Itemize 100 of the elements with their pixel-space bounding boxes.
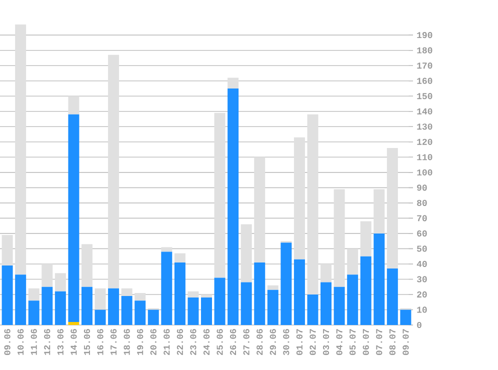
bar bbox=[386, 148, 398, 269]
y-tick-label: 110 bbox=[417, 154, 432, 160]
x-tick-label: 02.07 bbox=[310, 329, 316, 356]
x-tick-label: 20.06 bbox=[150, 329, 156, 356]
bar bbox=[386, 268, 398, 325]
bar bbox=[2, 265, 13, 325]
bar bbox=[360, 221, 372, 256]
x-tick-label: 26.06 bbox=[230, 329, 236, 356]
bar bbox=[28, 300, 40, 325]
x-tick-label: 07.07 bbox=[376, 329, 382, 356]
bar bbox=[54, 273, 66, 292]
bar bbox=[374, 189, 385, 234]
bar bbox=[320, 282, 332, 325]
x-tick-label: 18.06 bbox=[124, 329, 130, 355]
bar bbox=[360, 256, 372, 325]
x-tick-label: 16.06 bbox=[97, 329, 104, 355]
bar bbox=[15, 274, 26, 325]
x-tick-label: 13.06 bbox=[57, 329, 64, 355]
bar bbox=[228, 78, 239, 88]
bar bbox=[334, 286, 345, 325]
bar bbox=[174, 262, 186, 325]
bar bbox=[347, 274, 358, 325]
y-tick-label: 120 bbox=[417, 138, 432, 145]
y-tick-label: 170 bbox=[417, 62, 432, 69]
bar bbox=[161, 247, 172, 252]
x-tick-label: 17.06 bbox=[110, 329, 117, 355]
bar bbox=[42, 264, 53, 287]
bar bbox=[81, 244, 92, 287]
x-tick-label: 21.06 bbox=[164, 329, 170, 356]
x-tick-label: 08.07 bbox=[389, 329, 396, 356]
bar bbox=[307, 114, 318, 294]
bar bbox=[240, 224, 252, 282]
y-tick-label: 10 bbox=[417, 306, 427, 313]
bar bbox=[294, 137, 305, 260]
x-tick-label: 28.06 bbox=[256, 329, 263, 356]
bar bbox=[294, 259, 305, 325]
bar bbox=[15, 24, 26, 275]
bar bbox=[347, 248, 358, 275]
y-tick-label: 190 bbox=[417, 32, 432, 38]
bar bbox=[121, 288, 132, 296]
bar bbox=[280, 242, 292, 325]
y-tick-label: 100 bbox=[417, 169, 432, 176]
bar bbox=[320, 264, 332, 282]
bar bbox=[174, 253, 186, 262]
bar bbox=[334, 189, 345, 287]
bar bbox=[307, 294, 318, 325]
y-tick-label: 50 bbox=[416, 246, 427, 252]
x-tick-label: 05.07 bbox=[350, 329, 356, 356]
bar bbox=[68, 96, 80, 114]
y-tick-label: 0 bbox=[417, 322, 422, 328]
bar bbox=[201, 294, 212, 298]
bar bbox=[108, 54, 120, 288]
bar bbox=[374, 233, 385, 325]
bar bbox=[400, 310, 412, 325]
x-tick-label: 10.06 bbox=[18, 329, 24, 355]
y-tick-label: 90 bbox=[417, 184, 427, 191]
bar bbox=[68, 322, 80, 325]
y-tick-label: 60 bbox=[417, 230, 427, 237]
y-tick-label: 20 bbox=[417, 291, 427, 298]
bar bbox=[94, 288, 106, 310]
x-tick-label: 25.06 bbox=[216, 329, 223, 356]
x-tick-label: 03.07 bbox=[322, 329, 330, 356]
y-tick-label: 130 bbox=[417, 124, 432, 130]
x-tick-label: 15.06 bbox=[84, 329, 90, 355]
bar bbox=[148, 310, 159, 325]
bar bbox=[254, 157, 266, 262]
x-tick-label: 30.06 bbox=[283, 329, 290, 356]
x-tick-label: 01.07 bbox=[296, 329, 303, 356]
x-tick-label: 14.06 bbox=[70, 329, 77, 355]
bar bbox=[2, 234, 13, 266]
x-tick-label: 04.07 bbox=[336, 329, 342, 356]
x-tick-label: 09.06 bbox=[4, 329, 10, 356]
bar bbox=[68, 114, 80, 322]
bar bbox=[188, 298, 199, 325]
bar bbox=[201, 298, 212, 325]
x-tick-label: 27.06 bbox=[243, 329, 250, 356]
y-tick-label: 70 bbox=[417, 215, 427, 222]
y-tick-label: 80 bbox=[417, 200, 427, 206]
x-tick-label: 19.06 bbox=[137, 329, 144, 355]
y-tick-label: 30 bbox=[416, 276, 427, 282]
bar bbox=[108, 288, 120, 325]
x-tick-label: 06.07 bbox=[362, 329, 369, 356]
bar bbox=[267, 285, 278, 290]
bar bbox=[240, 282, 252, 325]
x-tick-label: 11.06 bbox=[30, 329, 37, 355]
bar bbox=[42, 286, 53, 325]
bar bbox=[214, 278, 226, 325]
x-tick-label: 12.06 bbox=[44, 329, 50, 355]
bar bbox=[54, 291, 66, 325]
bar bbox=[188, 291, 199, 298]
bar bbox=[81, 286, 92, 325]
y-tick-label: 40 bbox=[416, 260, 427, 268]
bar bbox=[161, 252, 172, 325]
bar bbox=[94, 310, 106, 325]
bar bbox=[267, 290, 278, 325]
x-tick-label: 29.06 bbox=[270, 329, 276, 356]
bar bbox=[28, 288, 40, 301]
y-tick-label: 180 bbox=[417, 47, 432, 54]
x-tick-label: 09.07 bbox=[402, 329, 409, 356]
y-tick-label: 140 bbox=[417, 108, 432, 114]
